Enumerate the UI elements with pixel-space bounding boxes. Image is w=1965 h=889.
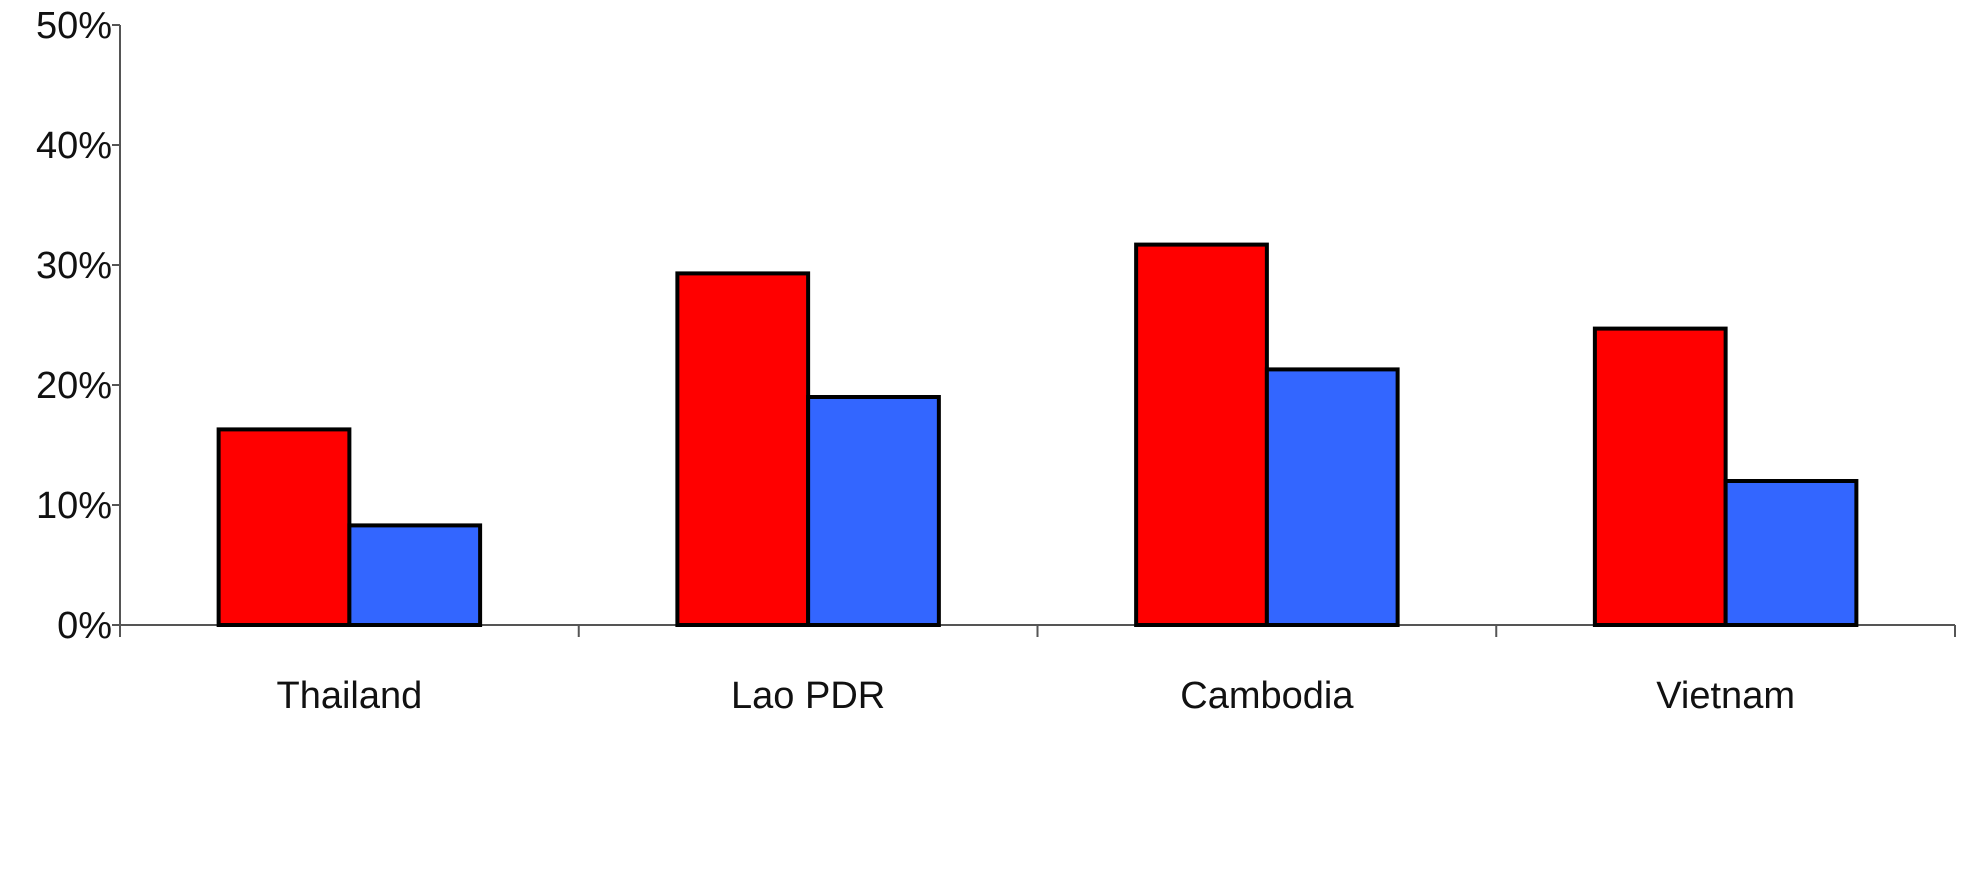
bar	[1592, 326, 1728, 627]
bar	[1723, 479, 1859, 627]
bar	[1134, 242, 1269, 627]
y-tick-label: 0%	[57, 605, 112, 647]
bar	[216, 427, 352, 627]
y-tick-label: 30%	[36, 245, 112, 287]
bar	[347, 523, 483, 628]
y-tick-label: 50%	[36, 5, 112, 47]
bar	[806, 395, 941, 627]
y-tick-label: 10%	[36, 485, 112, 527]
x-category-label: Lao PDR	[731, 675, 885, 717]
bar	[675, 271, 811, 627]
bar	[1264, 367, 1400, 627]
plot-area: 0% 10% 20% 30% 40% 50% Thailand Lao PDR Cambodia…	[36, 5, 1956, 717]
x-category-label: Thailand	[276, 675, 422, 717]
x-category-label: Cambodia	[1180, 675, 1354, 717]
y-tick-label: 20%	[36, 365, 112, 407]
y-tick-label: 40%	[36, 125, 112, 167]
x-category-label: Vietnam	[1656, 675, 1795, 717]
